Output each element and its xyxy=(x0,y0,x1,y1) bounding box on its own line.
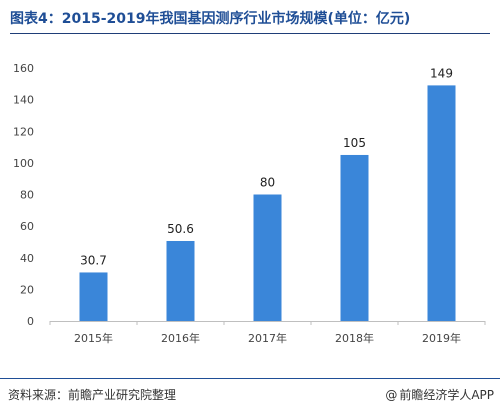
y-tick-label: 140 xyxy=(13,94,34,107)
y-tick-label: 120 xyxy=(13,125,34,138)
bar xyxy=(79,272,108,321)
bar-value-label: 105 xyxy=(343,136,366,150)
bar-value-label: 50.6 xyxy=(167,222,194,236)
y-tick-label: 160 xyxy=(13,62,34,75)
bars: 30.7 50.6 80 105 149 xyxy=(79,66,456,321)
x-tick-label: 2016年 xyxy=(161,331,200,345)
footer: 资料来源：前瞻产业研究院整理 @ 前瞻经济学人APP xyxy=(0,378,500,412)
bar xyxy=(253,194,282,321)
bar xyxy=(340,154,369,321)
x-tick-label: 2017年 xyxy=(248,331,287,345)
x-tick-label: 2019年 xyxy=(422,331,461,345)
bar-value-label: 30.7 xyxy=(80,253,107,267)
bar xyxy=(427,85,456,321)
bar xyxy=(166,240,195,321)
y-tick-label: 80 xyxy=(20,189,34,202)
source-note: 资料来源：前瞻产业研究院整理 xyxy=(8,388,177,402)
x-axis: 2015年 2016年 2017年 2018年 2019年 xyxy=(49,321,486,345)
at-icon: @ xyxy=(385,388,398,402)
brand-credit: @ 前瞻经济学人APP xyxy=(385,386,494,403)
title-bar: 图表4：2015-2019年我国基因测序行业市场规模(单位：亿元) xyxy=(10,8,490,34)
bar-value-label: 149 xyxy=(430,66,453,80)
y-axis: 0 20 40 60 80 100 120 140 160 xyxy=(13,62,34,328)
y-tick-label: 0 xyxy=(27,315,34,328)
y-tick-label: 20 xyxy=(20,283,34,296)
y-tick-label: 40 xyxy=(20,252,34,265)
brand-name: 前瞻经济学人APP xyxy=(399,388,494,402)
bar-value-label: 80 xyxy=(260,176,275,190)
chart-title: 图表4：2015-2019年我国基因测序行业市场规模(单位：亿元) xyxy=(10,11,411,27)
x-tick-label: 2015年 xyxy=(74,331,113,345)
x-tick-label: 2018年 xyxy=(335,331,374,345)
bar-chart: 0 20 40 60 80 100 120 140 160 30.7 50.6 80 105 149 2… xyxy=(13,62,486,345)
y-tick-label: 100 xyxy=(13,157,34,170)
y-tick-label: 60 xyxy=(20,220,34,233)
